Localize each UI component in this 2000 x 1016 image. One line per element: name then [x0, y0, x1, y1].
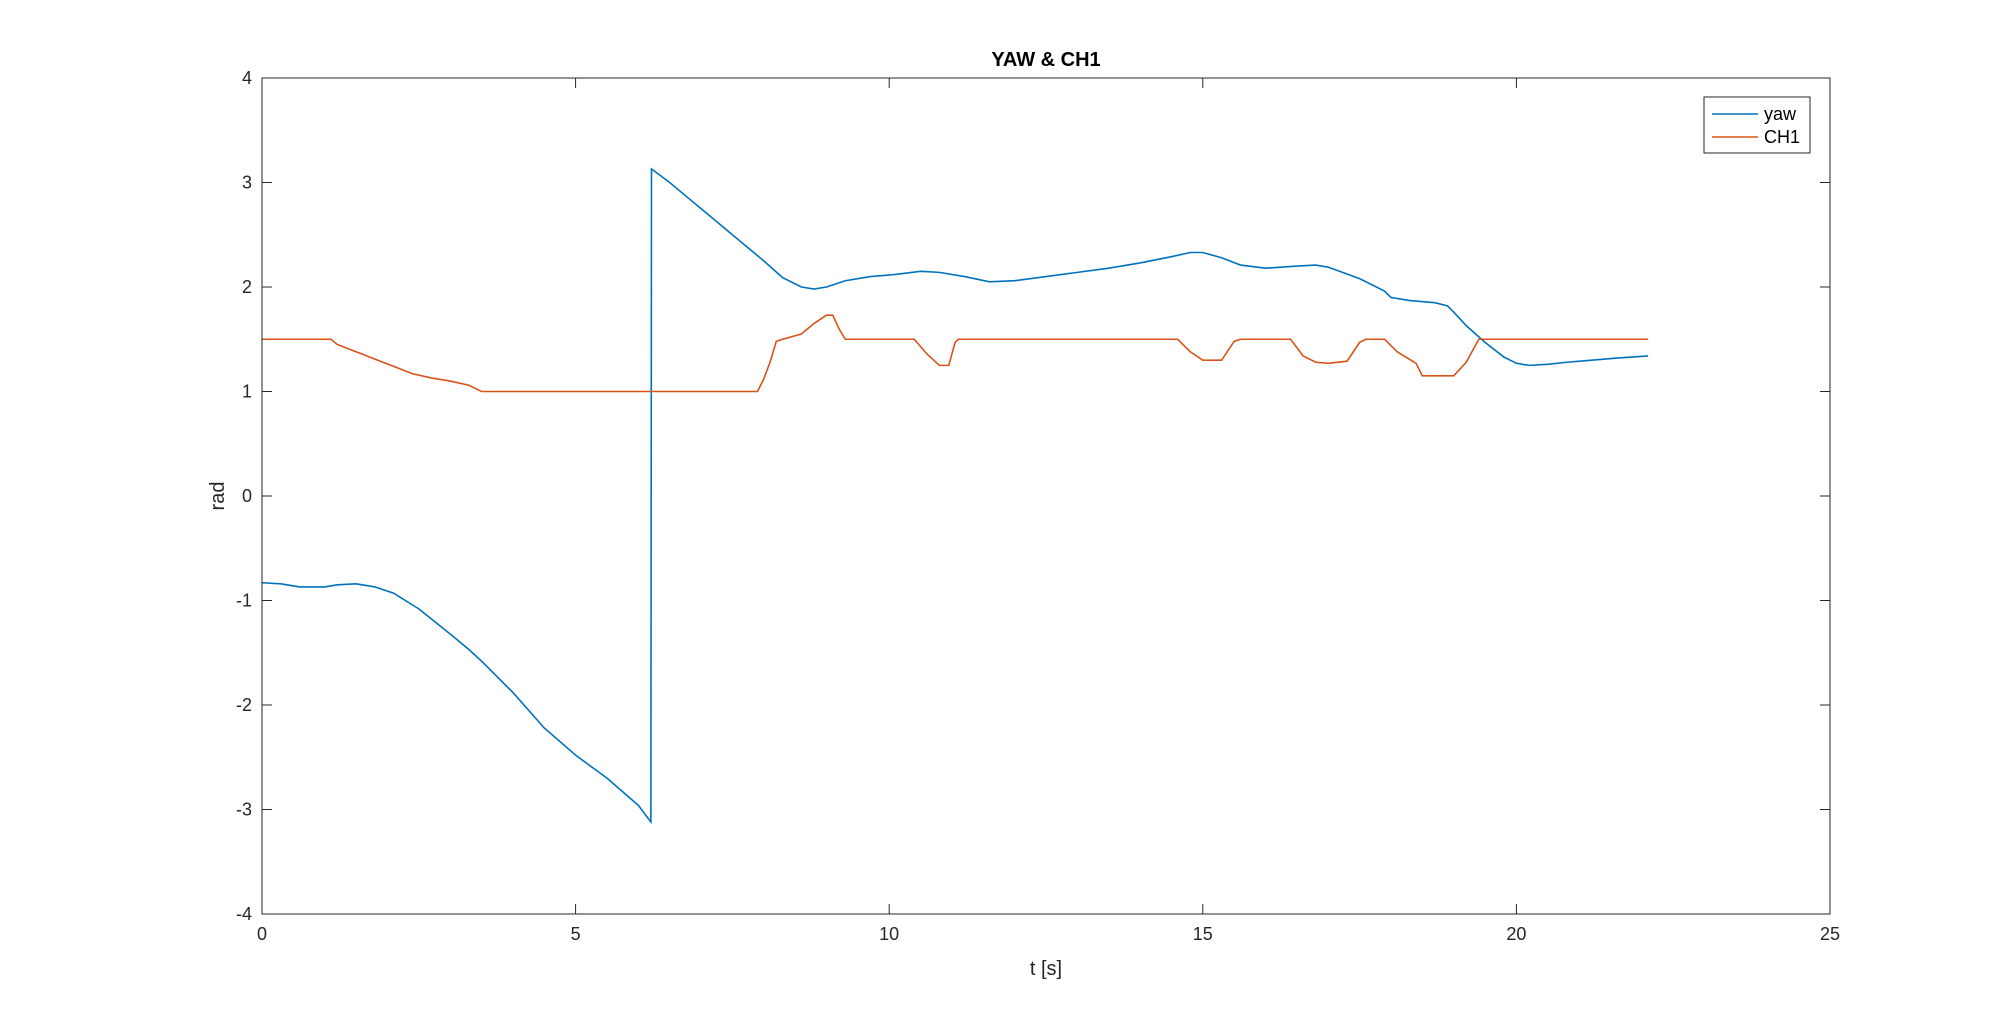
y-axis-label: rad	[207, 482, 229, 511]
x-tick-label: 25	[1820, 924, 1840, 944]
ticks-layer: 0 5 10 15 20 25 -4 -3 -2 -1 0 1 2 3 4	[236, 68, 1840, 944]
plot-area	[262, 78, 1830, 914]
x-tick-label: 5	[571, 924, 581, 944]
y-tick-label: 0	[242, 486, 252, 506]
legend-label-yaw: yaw	[1764, 104, 1797, 124]
y-tick-label: 1	[242, 382, 252, 402]
legend-box	[1703, 96, 1811, 154]
y-tick-label: 4	[242, 68, 252, 88]
y-tick-label: -4	[236, 904, 252, 924]
x-tick-label: 10	[879, 924, 899, 944]
chart-title: YAW & CH1	[991, 49, 1100, 71]
y-tick-label: -3	[236, 800, 252, 820]
x-tick-label: 15	[1193, 924, 1213, 944]
series-layer	[261, 167, 1649, 825]
legend: yaw CH1	[1703, 96, 1811, 154]
series-line-ch1	[262, 314, 1649, 393]
x-tick-label: 20	[1506, 924, 1526, 944]
series-line-yaw	[261, 167, 1649, 825]
y-tick-label: -2	[236, 695, 252, 715]
y-tick-label: 2	[242, 277, 252, 297]
y-tick-label: 3	[242, 173, 252, 193]
legend-label-ch1: CH1	[1764, 127, 1800, 147]
y-tick-label: -1	[236, 591, 252, 611]
x-tick-label: 0	[257, 924, 267, 944]
x-axis-label: t [s]	[1030, 958, 1062, 980]
